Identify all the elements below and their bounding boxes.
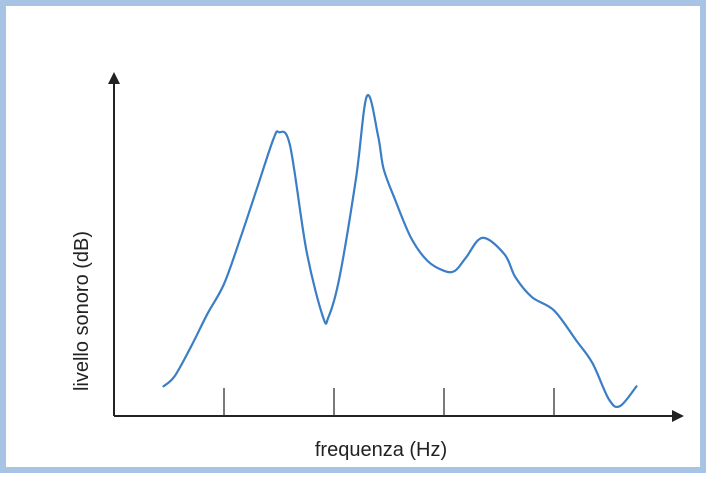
sound-level-curve [162, 93, 638, 409]
x-ticks [223, 388, 555, 416]
y-axis-label: livello sonoro (dB) [71, 231, 93, 391]
chart: frequenza (Hz) livello sonoro (dB) [71, 72, 684, 461]
x-axis-label: frequenza (Hz) [315, 439, 447, 461]
